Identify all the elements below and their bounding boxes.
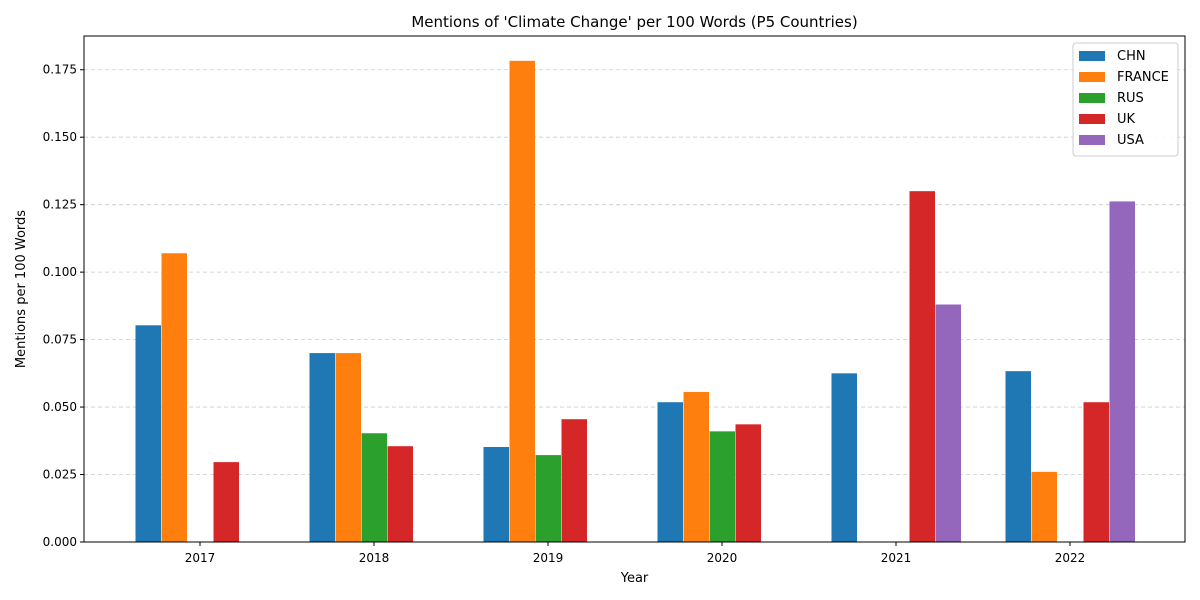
bar-uk-2020 (735, 424, 761, 542)
legend: CHN FRANCE RUS UK USA (1072, 42, 1179, 157)
bar-usa-2021 (935, 304, 961, 542)
y-tick-label: 0.125 (43, 198, 77, 212)
bar-rus-2019 (535, 455, 561, 542)
legend-frame (1072, 42, 1179, 157)
bar-rus-2020 (709, 431, 735, 542)
bar-chn-2018 (309, 353, 335, 542)
bar-france-2018 (335, 353, 361, 542)
legend-label-france: FRANCE (1117, 70, 1169, 85)
y-tick-label: 0.000 (43, 535, 77, 549)
bar-chn-2022 (1005, 371, 1031, 542)
plot-frame (83, 35, 1186, 543)
bar-uk-2018 (387, 446, 413, 542)
bar-uk-2022 (1083, 402, 1109, 542)
y-tick-label: 0.025 (43, 468, 77, 482)
bar-chn-2019 (483, 447, 509, 542)
x-axis-ticks: 2017 2018 2019 2020 2021 2022 (185, 542, 1086, 565)
bar-france-2019 (509, 60, 535, 543)
x-tick-label: 2020 (707, 551, 738, 565)
legend-swatch-uk (1079, 114, 1105, 124)
legend-swatch-chn (1079, 51, 1105, 61)
bar-uk-2017 (213, 462, 239, 542)
y-tick-label: 0.075 (43, 333, 77, 347)
y-tick-label: 0.175 (43, 63, 77, 77)
x-tick-label: 2021 (881, 551, 912, 565)
x-tick-label: 2022 (1055, 551, 1086, 565)
bar-chn-2020 (657, 402, 683, 542)
legend-label-chn: CHN (1117, 49, 1146, 64)
y-axis-ticks: 0.000 0.025 0.050 0.075 0.100 0.125 0.150 0.175 (43, 63, 84, 549)
legend-label-uk: UK (1117, 112, 1136, 127)
y-tick-label: 0.150 (43, 130, 77, 144)
bars (135, 60, 1135, 543)
bar-uk-2019 (561, 419, 587, 542)
bar-chn-2021 (831, 373, 857, 542)
bar-uk-2021 (909, 191, 935, 542)
legend-swatch-rus (1079, 93, 1105, 103)
bar-france-2020 (683, 391, 709, 542)
bar-france-2022 (1031, 471, 1057, 542)
x-tick-label: 2018 (359, 551, 390, 565)
bar-france-2017 (161, 253, 187, 542)
y-tick-label: 0.100 (43, 265, 77, 279)
y-axis-title: Mentions per 100 Words (14, 210, 29, 368)
bar-usa-2022 (1109, 201, 1135, 542)
legend-swatch-france (1079, 72, 1105, 82)
x-tick-label: 2019 (533, 551, 564, 565)
y-tick-label: 0.050 (43, 400, 77, 414)
legend-label-rus: RUS (1117, 91, 1144, 106)
gridlines (84, 69, 1185, 475)
bar-chn-2017 (135, 325, 161, 542)
chart-title: Mentions of 'Climate Change' per 100 Wor… (411, 13, 857, 31)
x-axis-title: Year (620, 571, 649, 586)
legend-swatch-usa (1079, 135, 1105, 145)
legend-label-usa: USA (1117, 133, 1144, 148)
bar-rus-2018 (361, 433, 387, 542)
x-tick-label: 2017 (185, 551, 216, 565)
